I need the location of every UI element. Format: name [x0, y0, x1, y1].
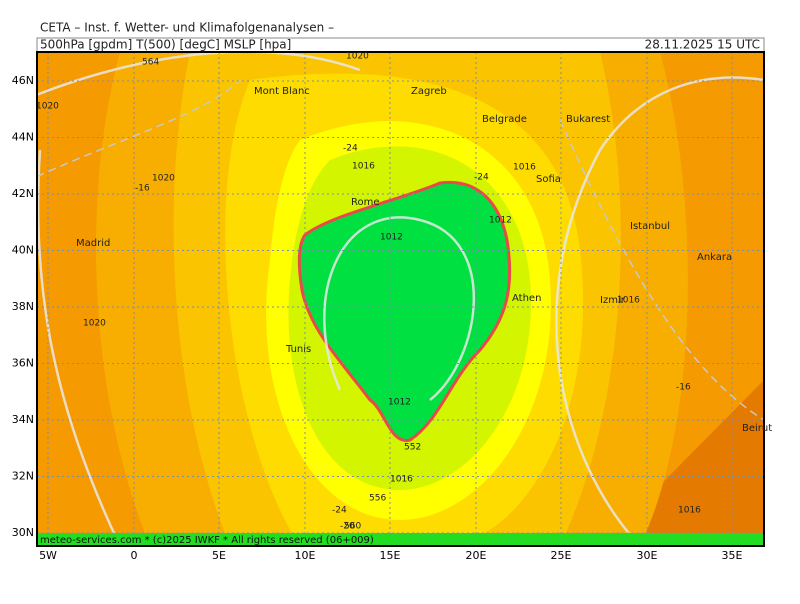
lat-label: 42N — [12, 187, 34, 200]
contour-label: -16 — [676, 383, 691, 393]
header-title: CETA – Inst. f. Wetter- und Klimafolgena… — [40, 21, 334, 35]
lat-label: 44N — [12, 131, 34, 144]
contour-label: 1012 — [380, 233, 403, 243]
city-label: Rome — [351, 197, 380, 208]
contour-label: 556 — [369, 494, 386, 504]
contour-label: -24 — [343, 144, 358, 154]
map-frame — [36, 51, 765, 547]
lon-label: 35E — [722, 549, 743, 562]
contour-label: 1020 — [83, 319, 106, 329]
header-date: 28.11.2025 15 UTC — [645, 38, 760, 52]
contour-label: 1016 — [513, 163, 536, 173]
contour-label: 1020 — [152, 174, 175, 184]
lon-label: 0 — [131, 549, 138, 562]
contour-label: 560 — [344, 522, 361, 532]
city-label: Izmir — [600, 295, 626, 306]
city-label: Tunis — [285, 344, 311, 355]
contour-label: -24 — [332, 506, 347, 516]
contour-label: 1016 — [678, 506, 701, 516]
isobar — [37, 52, 764, 546]
contour-label: 1012 — [489, 216, 512, 226]
city-label: Ankara — [697, 252, 732, 263]
lon-label: 15E — [380, 549, 401, 562]
lon-label: 20E — [466, 549, 487, 562]
lat-label: 30N — [12, 526, 34, 539]
city-label: Madrid — [76, 238, 110, 249]
lon-label: 30E — [637, 549, 658, 562]
city-label: Bukarest — [566, 114, 610, 125]
contour-label: 1016 — [352, 162, 375, 172]
contour-label: 1016 — [617, 296, 640, 306]
footer-bar — [37, 533, 764, 546]
lon-label: 5W — [39, 549, 57, 562]
lat-label: 36N — [12, 357, 34, 370]
lat-label: 34N — [12, 413, 34, 426]
city-label: Mont Blanc — [254, 86, 310, 97]
contour-label: 1016 — [390, 475, 413, 485]
header-params: 500hPa [gpdm] T(500) [degC] MSLP [hpa] — [40, 38, 291, 52]
lat-label: 46N — [12, 74, 34, 87]
contour-label: 552 — [404, 443, 421, 453]
lat-label: 40N — [12, 244, 34, 257]
map-field: meteo-services.com * (c)2025 IWKF * All … — [37, 52, 764, 546]
lat-label: 38N — [12, 300, 34, 313]
city-label: Sofia — [536, 174, 561, 185]
contour-label: 1020 — [346, 52, 369, 62]
city-label: Zagreb — [411, 86, 447, 97]
contour-label: 1020 — [36, 102, 59, 112]
contour-label: -24 — [474, 173, 489, 183]
city-label: Beirut — [742, 423, 772, 434]
footer-text: meteo-services.com * (c)2025 IWKF * All … — [40, 535, 374, 546]
isotherm — [37, 79, 764, 421]
city-label: Belgrade — [482, 114, 527, 125]
contour-label: 1012 — [388, 398, 411, 408]
city-label: Athen — [512, 293, 541, 304]
lon-label: 5E — [212, 549, 226, 562]
contour-label: 564 — [142, 58, 159, 68]
city-label: Istanbul — [630, 221, 670, 232]
contour-label: -20 — [340, 522, 355, 532]
contour-label: -16 — [135, 184, 150, 194]
lon-label: 10E — [295, 549, 316, 562]
lon-label: 25E — [551, 549, 572, 562]
lat-label: 32N — [12, 470, 34, 483]
green-core — [297, 180, 512, 442]
